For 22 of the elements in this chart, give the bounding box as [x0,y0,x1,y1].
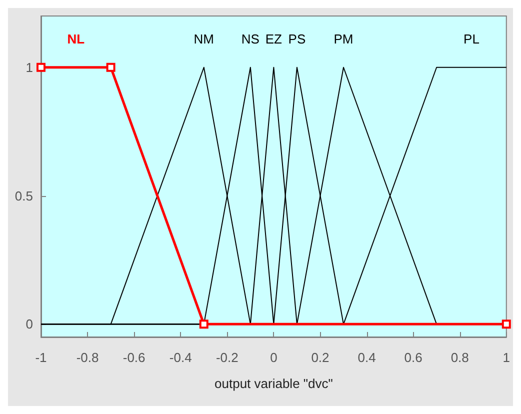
series-label: NS [241,32,260,47]
series-label: EZ [265,32,282,47]
series-label: NM [194,32,214,47]
series-label: PS [288,32,306,47]
x-axis-title: output variable "dvc" [214,376,334,391]
x-tick-label: -0.2 [216,350,238,365]
y-tick-label: 0.5 [14,188,33,204]
y-tick-label: 1 [26,60,33,75]
x-tick-label: 0.6 [404,350,422,365]
x-tick-label: -0.8 [76,350,99,365]
y-tick-label: 0 [26,316,33,332]
x-tick-label: 1 [502,350,510,365]
x-tick-label: 0 [270,350,278,365]
series-label: PM [334,32,354,47]
x-tick-label: 0.2 [311,350,330,365]
x-tick-label: 0.8 [450,350,469,365]
x-tick-label: -0.6 [122,350,146,365]
series-label: PL [464,32,480,47]
series-label: NL [67,32,85,47]
x-tick-label: -0.4 [169,350,192,365]
x-tick-label: 0.4 [358,350,376,365]
x-tick-label: -1 [35,350,47,365]
